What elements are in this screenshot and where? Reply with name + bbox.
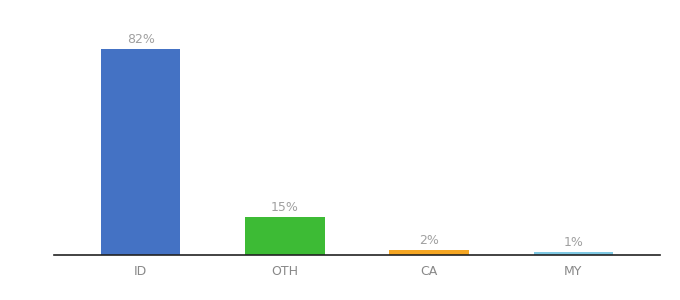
Text: 82%: 82%	[127, 33, 155, 46]
Text: 1%: 1%	[563, 236, 583, 250]
Bar	[534, 253, 613, 255]
Bar	[101, 49, 180, 255]
Bar	[390, 250, 469, 255]
Text: 15%: 15%	[271, 201, 299, 214]
Bar	[245, 217, 324, 255]
Text: 2%: 2%	[419, 234, 439, 247]
